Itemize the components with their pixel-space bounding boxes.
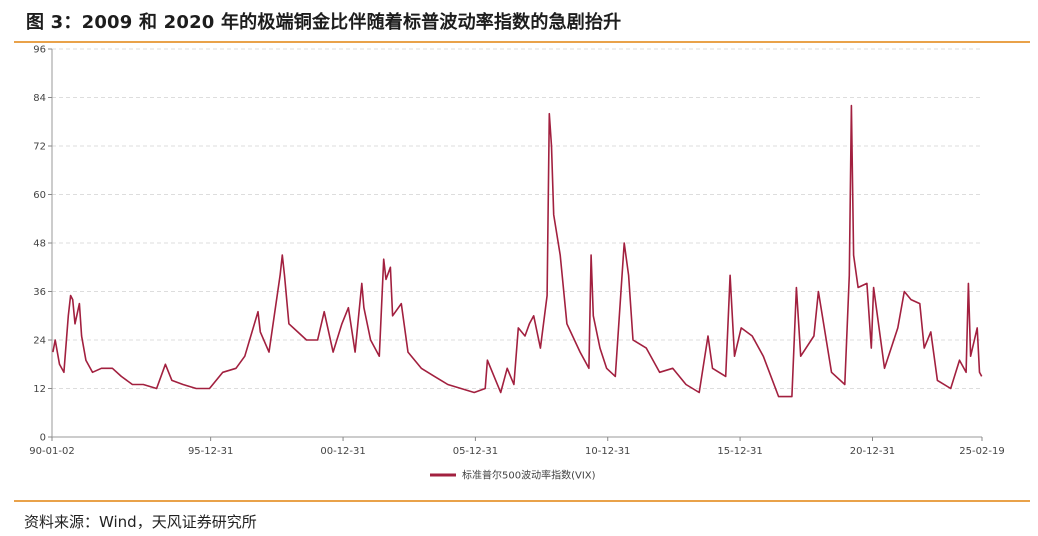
x-axis-ticks: 90-01-02 95-12-31 00-12-31 05-12-31 10-12-31…	[29, 437, 1005, 457]
x-tick-label: 20-12-31	[850, 446, 895, 457]
y-tick-label: 84	[33, 93, 46, 104]
source-divider	[14, 500, 1030, 502]
y-tick-label: 12	[33, 384, 46, 395]
y-tick-label: 0	[40, 433, 46, 444]
y-tick-label: 60	[33, 190, 46, 201]
y-tick-label: 36	[33, 287, 46, 298]
x-tick-label: 25-02-19	[959, 446, 1004, 457]
y-tick-label: 96	[33, 45, 46, 56]
y-tick-label: 72	[33, 142, 46, 153]
y-tick-label: 48	[33, 239, 46, 250]
title-divider	[14, 41, 1030, 43]
source-note: 资料来源：Wind，天风证券研究所	[24, 513, 257, 531]
y-axis-ticks: 0 12 24 36 48 60 72 84 96	[33, 45, 52, 444]
x-tick-label: 95-12-31	[188, 446, 233, 457]
x-tick-label: 10-12-31	[585, 446, 630, 457]
x-tick-label: 00-12-31	[320, 446, 365, 457]
x-tick-label: 15-12-31	[717, 446, 762, 457]
x-tick-label: 05-12-31	[453, 446, 498, 457]
x-tick-label: 90-01-02	[29, 446, 74, 457]
legend-label: 标准普尔500波动率指数(VIX)	[462, 469, 596, 482]
legend: 标准普尔500波动率指数(VIX)	[430, 469, 596, 482]
series-lines	[52, 104, 983, 398]
figure-title: 图 3：2009 和 2020 年的极端铜金比伴随着标普波动率指数的急剧抬升	[26, 12, 622, 33]
y-tick-label: 24	[33, 336, 46, 347]
series-line-vix	[52, 104, 983, 398]
